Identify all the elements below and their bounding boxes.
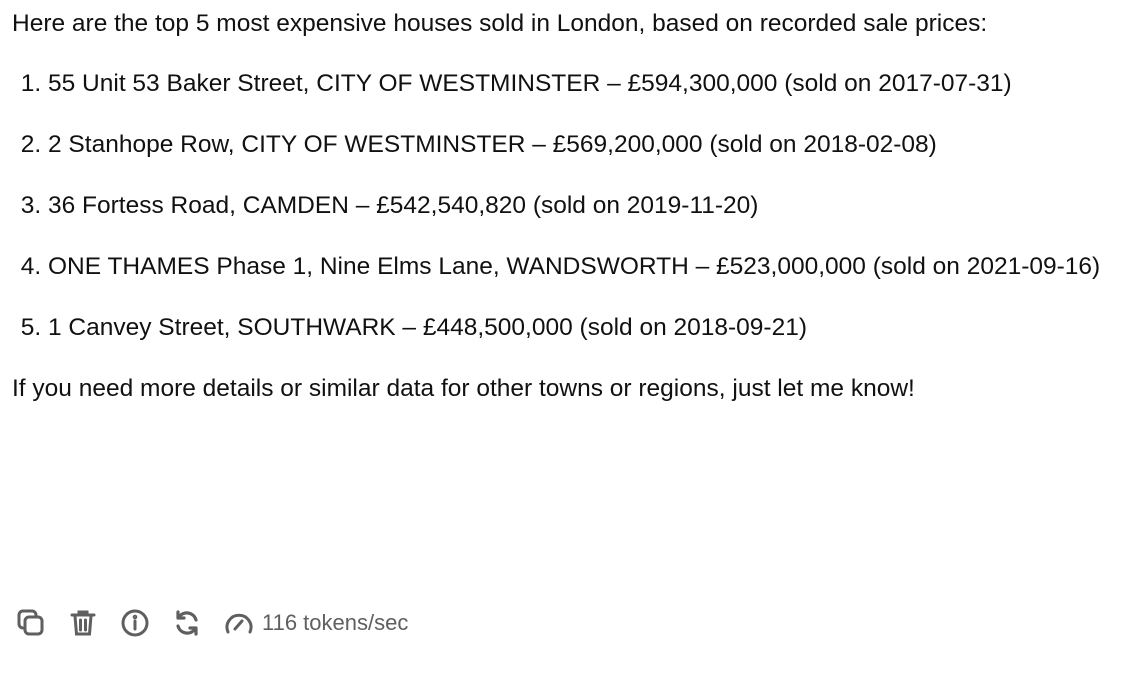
copy-icon[interactable] bbox=[14, 606, 48, 640]
list-item: 1 Canvey Street, SOUTHWARK – £448,500,00… bbox=[48, 305, 1107, 351]
message-outro: If you need more details or similar data… bbox=[12, 375, 915, 402]
tokens-per-second: 116 tokens/sec bbox=[262, 610, 409, 635]
message-toolbar: 116 tokens/sec bbox=[14, 606, 408, 640]
list-item: 55 Unit 53 Baker Street, CITY OF WESTMIN… bbox=[48, 61, 1107, 107]
speedometer-icon bbox=[222, 606, 256, 640]
speed-indicator: 116 tokens/sec bbox=[222, 606, 408, 640]
message-intro: Here are the top 5 most expensive houses… bbox=[12, 10, 988, 37]
list-item: 2 Stanhope Row, CITY OF WESTMINSTER – £5… bbox=[48, 122, 1107, 168]
list-item: ONE THAMES Phase 1, Nine Elms Lane, WAND… bbox=[48, 244, 1107, 290]
info-icon[interactable] bbox=[118, 606, 152, 640]
regenerate-icon[interactable] bbox=[170, 606, 204, 640]
trash-icon[interactable] bbox=[66, 606, 100, 640]
assistant-message: Here are the top 5 most expensive houses… bbox=[12, 0, 1107, 412]
list-item: 36 Fortess Road, CAMDEN – £542,540,820 (… bbox=[48, 183, 1107, 229]
house-list: 55 Unit 53 Baker Street, CITY OF WESTMIN… bbox=[12, 61, 1107, 351]
